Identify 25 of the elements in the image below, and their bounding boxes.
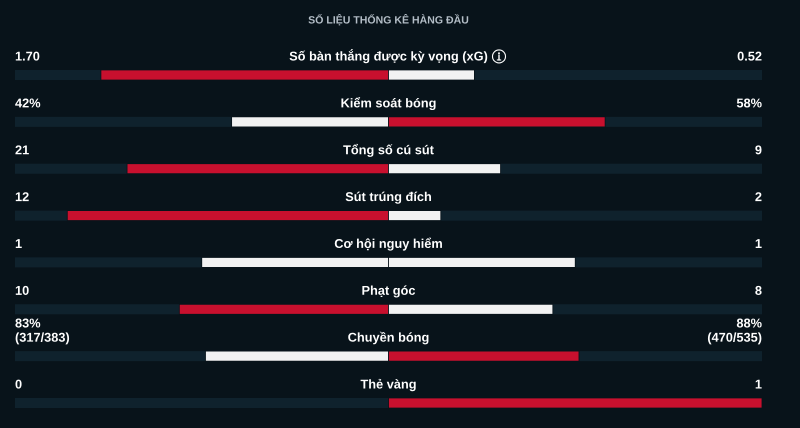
annotation: 58% (736, 98, 762, 108)
chart-title: SỐ LIỆU THỐNG KÊ HÀNG ĐẦU (308, 14, 468, 26)
y-tick-label: Thẻ vàng (360, 378, 416, 392)
y-tick-label: Cơ hội nguy hiểm (334, 238, 442, 251)
text: 0 (16, 380, 22, 389)
text: 1 (16, 239, 22, 248)
text: 10 (16, 286, 29, 295)
y-tick-label: Phạt góc (362, 285, 416, 298)
y-tick-label: Số bàn thắng được kỳ vọng (xG) (290, 49, 488, 64)
annotation: 8 (755, 286, 762, 295)
y-tick-label: Kiểm soát bóng (341, 97, 436, 110)
annotation: 9 (755, 145, 762, 154)
y-tick-label: Chuyền bóng (348, 332, 428, 344)
text: 1.70 (16, 52, 40, 61)
y-tick-label: Tổng số cú sút (343, 144, 434, 157)
annotation: 1 (756, 380, 762, 389)
annotation: 1 (756, 239, 762, 248)
annotation: 83% (317/383) (15, 318, 70, 344)
annotation: 88% (470/535) (708, 318, 762, 344)
text: 42% (15, 98, 40, 108)
annotation: 0.52 (738, 52, 762, 61)
text: 12 (16, 192, 29, 202)
annotation: 2 (755, 192, 762, 202)
text: 21 (15, 145, 29, 154)
y-tick-label: Sút trúng đích (346, 192, 432, 204)
